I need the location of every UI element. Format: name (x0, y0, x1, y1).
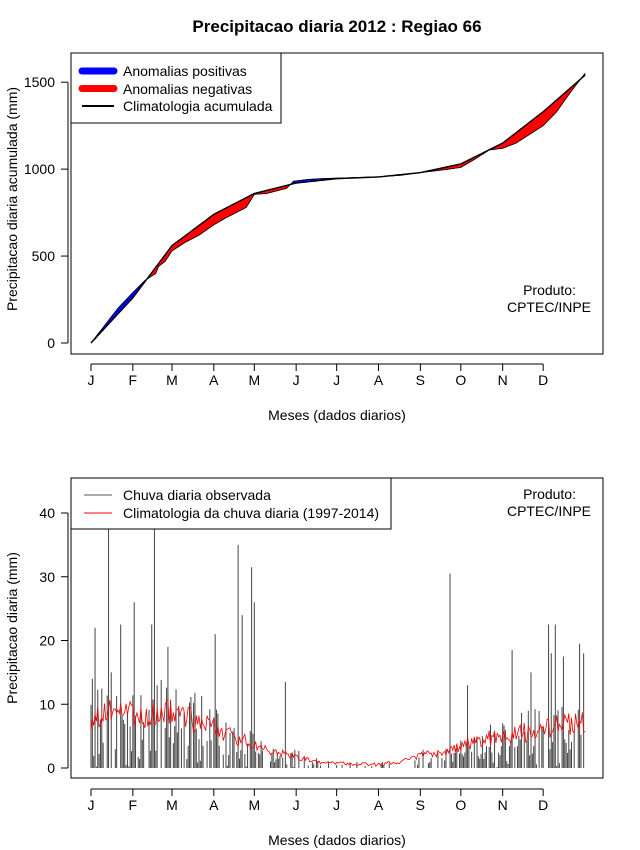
x-tick-label: O (455, 797, 466, 813)
cumulative-precipitation-chart: Precipitacao diaria 2012 : Regiao 66 0 50… (4, 17, 604, 423)
x-tick-label: J (88, 797, 95, 813)
y-tick-label: 500 (32, 248, 56, 264)
x-tick-label: D (538, 372, 548, 388)
product-label: Produto: (523, 282, 576, 298)
y-tick-label: 1000 (24, 161, 55, 177)
legend: Chuva diaria observada Climatologia da c… (70, 477, 392, 530)
x-tick-label: N (498, 372, 508, 388)
product-label: Produto: (523, 486, 576, 502)
legend-box (70, 477, 392, 530)
y-tick-label: 0 (47, 760, 55, 776)
y-axis-label: Precipitacao diaria (mm) (4, 552, 20, 704)
y-axis-label: Precipitacao diaria acumulada (mm) (4, 87, 20, 311)
x-tick-label: J (333, 372, 340, 388)
climatology-cumulative-line (90, 74, 586, 344)
x-tick-label: A (374, 372, 384, 388)
y-tick-label: 0 (47, 335, 55, 351)
x-tick-label: N (498, 797, 508, 813)
series-lines-layer (90, 73, 586, 344)
x-axis-label: Meses (dados diarios) (268, 407, 406, 423)
x-tick-label: J (293, 797, 300, 813)
x-tick-label: F (129, 372, 138, 388)
x-tick-label: A (209, 372, 219, 388)
x-tick-label: D (538, 797, 548, 813)
y-tick-label: 40 (39, 505, 55, 521)
legend-label-negative: Anomalias negativas (123, 81, 252, 97)
y-tick-label: 20 (39, 633, 55, 649)
plot-frame (70, 52, 604, 355)
x-tick-label: J (88, 372, 95, 388)
legend-label-positive: Anomalias positivas (123, 63, 247, 79)
y-tick-label: 10 (39, 696, 55, 712)
x-tick-label: S (416, 372, 425, 388)
y-tick-label: 1500 (24, 74, 55, 90)
product-source: CPTEC/INPE (507, 503, 591, 519)
x-axis-label: Meses (dados diarios) (268, 832, 406, 848)
y-axis: 0 500 1000 1500 (24, 74, 69, 351)
daily-precipitation-chart: 0 10 20 30 40 J F M A M J J A S O N D Precipitacao diar… (4, 477, 604, 848)
x-tick-label: A (209, 797, 219, 813)
chart-title: Precipitacao diaria 2012 : Regiao 66 (192, 17, 481, 36)
x-tick-label: S (416, 797, 425, 813)
x-tick-label: F (129, 797, 138, 813)
observed-bars-layer (90, 481, 585, 768)
x-tick-label: M (248, 372, 260, 388)
legend-label-climatology: Climatologia acumulada (123, 98, 273, 114)
x-tick-label: M (166, 372, 178, 388)
climatology-line-layer (90, 699, 586, 768)
y-axis: 0 10 20 30 40 (39, 505, 69, 776)
legend-label-observed: Chuva diaria observada (123, 487, 271, 503)
legend-label-climatology: Climatologia da chuva diaria (1997-2014) (123, 505, 379, 521)
x-tick-label: M (248, 797, 260, 813)
y-tick-label: 30 (39, 569, 55, 585)
product-source: CPTEC/INPE (507, 299, 591, 315)
climatology-daily-line (90, 699, 586, 768)
x-tick-label: M (166, 797, 178, 813)
x-tick-label: J (333, 797, 340, 813)
x-tick-label: A (374, 797, 384, 813)
x-tick-label: O (455, 372, 466, 388)
legend: Anomalias positivas Anomalias negativas … (70, 52, 282, 124)
x-tick-label: J (293, 372, 300, 388)
